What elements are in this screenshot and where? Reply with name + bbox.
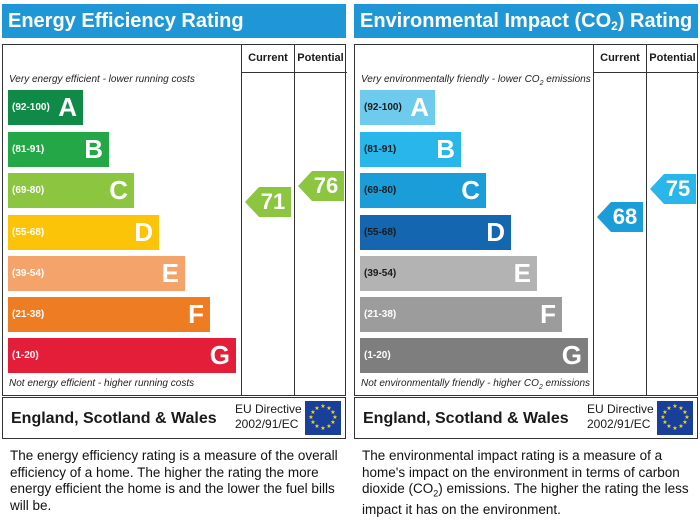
band-range: (39-54) (364, 268, 397, 279)
band-c: (69-80) C (360, 173, 486, 208)
current-rating-arrow: 71 (245, 187, 291, 217)
band-letter: B (84, 134, 103, 164)
country-label: England, Scotland & Wales (11, 410, 217, 427)
band-letter: D (134, 217, 153, 247)
band-b: (81-91) B (8, 132, 109, 167)
band-range: (81-91) (364, 144, 397, 155)
current-column-header: Current (248, 52, 288, 64)
directive-line-2: 2002/91/EC (587, 417, 651, 431)
eu-flag-icon: ★ ★ ★ ★ ★ ★ ★ ★ ★ ★ ★ ★ (305, 401, 341, 435)
band-g: (1-20) G (360, 338, 588, 373)
band-d: (55-68) D (8, 215, 159, 250)
band-g: (1-20) G (8, 338, 236, 373)
band-letter: B (436, 134, 455, 164)
band-e: (39-54) E (8, 256, 185, 291)
band-letter: E (513, 258, 531, 288)
environmental-impact-panel: Environmental Impact (CO2) Rating Curren… (352, 0, 700, 525)
directive-line-1: EU Directive (235, 402, 302, 416)
bottom-efficiency-note: Not energy efficient - higher running co… (9, 378, 195, 389)
top-environment-note: Very environmentally friendly - lower CO… (361, 74, 591, 87)
potential-rating-arrow: 76 (298, 171, 344, 201)
eu-flag-icon: ★ ★ ★ ★ ★ ★ ★ ★ ★ ★ ★ ★ (657, 401, 693, 435)
band-range: (21-38) (12, 309, 45, 320)
band-range: (55-68) (12, 227, 45, 238)
band-f: (21-38) F (8, 297, 210, 332)
top-efficiency-note: Very energy efficient - lower running co… (9, 74, 195, 85)
band-range: (1-20) (12, 350, 39, 361)
energy-description: The energy efficiency rating is a measur… (10, 448, 338, 513)
band-range: (1-20) (364, 350, 391, 361)
band-a: (92-100) A (360, 90, 435, 125)
band-b: (81-91) B (360, 132, 461, 167)
environment-description: The environmental impact rating is a mea… (362, 448, 689, 518)
environmental-rating-chart: Current Potential Very environmentally f… (354, 44, 699, 396)
band-letter: F (540, 299, 556, 329)
potential-column-header: Potential (649, 52, 696, 64)
band-f: (21-38) F (360, 297, 562, 332)
potential-rating-arrow: 75 (650, 174, 696, 204)
band-range: (39-54) (12, 268, 45, 279)
potential-column-divider (646, 45, 647, 395)
environment-footer: England, Scotland & Wales EU Directive 2… (354, 397, 698, 439)
energy-efficiency-title: Energy Efficiency Rating (2, 4, 346, 38)
band-d: (55-68) D (360, 215, 511, 250)
band-letter: C (461, 175, 480, 205)
current-rating-arrow: 68 (597, 202, 643, 232)
band-letter: D (486, 217, 505, 247)
band-range: (21-38) (364, 309, 397, 320)
band-range: (69-80) (12, 185, 45, 196)
band-c: (69-80) C (8, 173, 134, 208)
energy-rating-chart: Current Potential Very energy efficient … (2, 44, 347, 396)
energy-efficiency-panel: Energy Efficiency Rating Current Potenti… (0, 0, 348, 525)
band-letter: G (209, 340, 230, 370)
potential-column-divider (294, 45, 295, 395)
band-range: (81-91) (12, 144, 45, 155)
band-letter: E (161, 258, 179, 288)
eu-directive: EU Directive 2002/91/EC (235, 402, 302, 432)
directive-line-1: EU Directive (587, 402, 654, 416)
band-letter: G (561, 340, 582, 370)
eu-directive: EU Directive 2002/91/EC (587, 402, 654, 432)
environmental-impact-title: Environmental Impact (CO2) Rating (354, 4, 698, 38)
band-letter: A (410, 92, 429, 122)
band-e: (39-54) E (360, 256, 537, 291)
current-column-divider (593, 45, 594, 395)
band-range: (69-80) (364, 185, 397, 196)
band-letter: C (109, 175, 128, 205)
energy-footer: England, Scotland & Wales EU Directive 2… (2, 397, 346, 439)
band-range: (92-100) (12, 102, 50, 113)
directive-line-2: 2002/91/EC (235, 417, 299, 431)
bottom-environment-note: Not environmentally friendly - higher CO… (361, 378, 591, 391)
band-letter: A (58, 92, 77, 122)
band-range: (92-100) (364, 102, 402, 113)
country-label: England, Scotland & Wales (363, 410, 569, 427)
header-divider (593, 72, 699, 73)
header-divider (241, 72, 347, 73)
potential-column-header: Potential (297, 52, 344, 64)
current-column-divider (241, 45, 242, 395)
band-a: (92-100) A (8, 90, 83, 125)
band-range: (55-68) (364, 227, 397, 238)
current-column-header: Current (600, 52, 640, 64)
band-letter: F (188, 299, 204, 329)
